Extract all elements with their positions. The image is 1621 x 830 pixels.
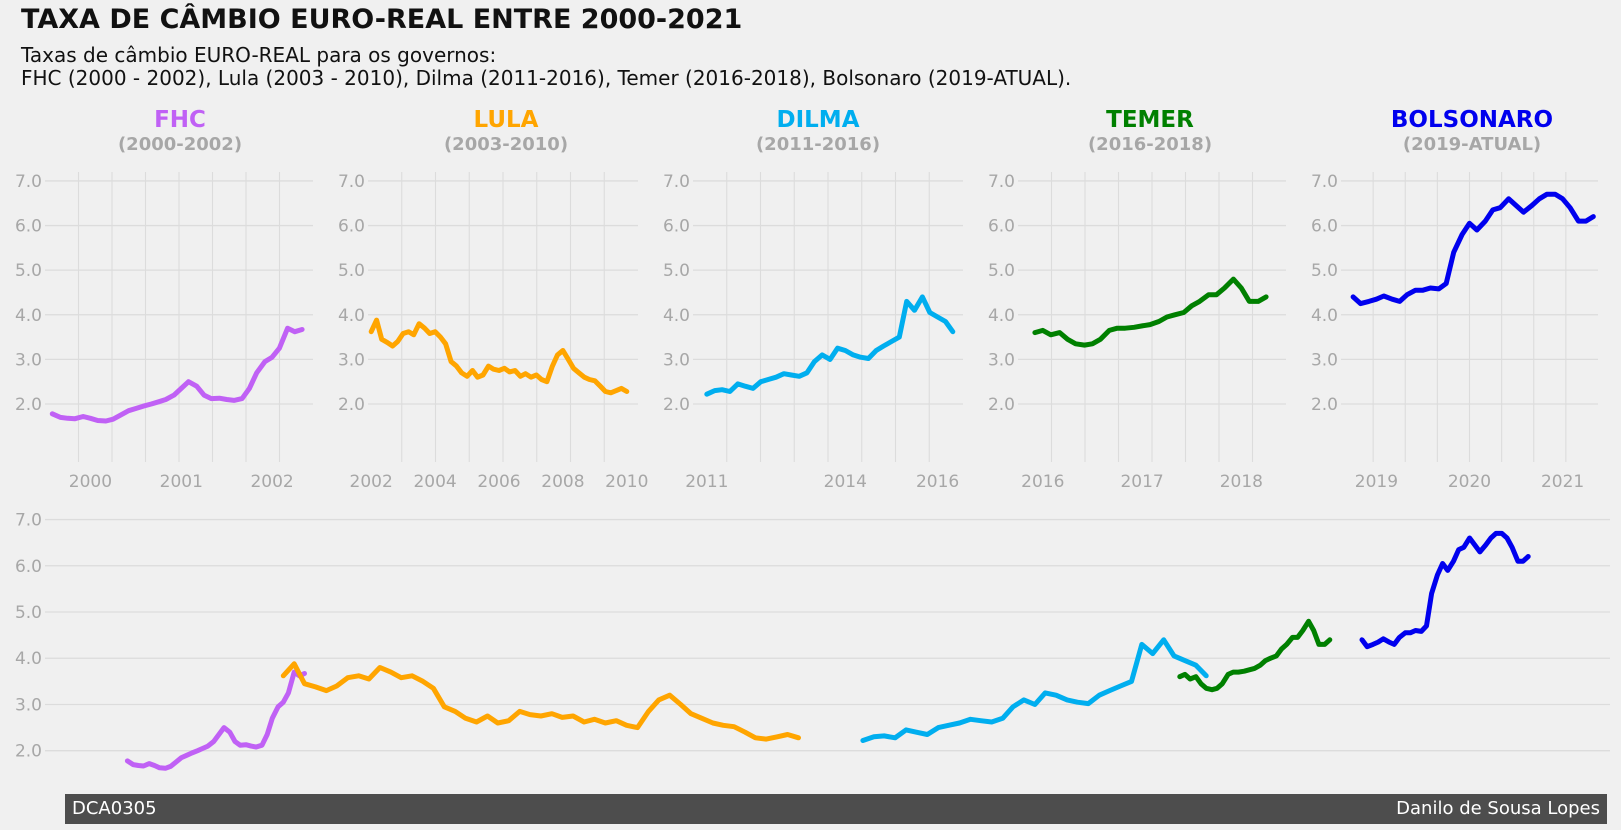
xtick-label: 2017 bbox=[1120, 472, 1163, 492]
ytick-label: 3.0 bbox=[338, 350, 365, 370]
combined-series-line-lula bbox=[280, 661, 801, 742]
ytick-label: 2.0 bbox=[15, 395, 42, 415]
ytick-label: 3.0 bbox=[988, 350, 1015, 370]
panel-period: (2003-2010) bbox=[444, 134, 568, 155]
xtick-label: 2014 bbox=[824, 472, 867, 492]
xtick-label: 2019 bbox=[1355, 472, 1398, 492]
ytick-label: 7.0 bbox=[15, 511, 42, 531]
ytick-label: 7.0 bbox=[1311, 172, 1338, 192]
xtick-label: 2021 bbox=[1541, 472, 1584, 492]
panel-temer: 2.0 3.0 4.0 5.0 6.0 7.0 2016 2017 2018 TEMER(2016… bbox=[988, 107, 1286, 492]
panel-title: FHC bbox=[154, 107, 206, 133]
ytick-label: 3.0 bbox=[15, 350, 42, 370]
combined-series-line-temer bbox=[1177, 618, 1333, 693]
ytick-label: 6.0 bbox=[15, 557, 42, 577]
ytick-label: 5.0 bbox=[15, 261, 42, 281]
chart-title: TAXA DE CÂMBIO EURO-REAL ENTRE 2000-2021 bbox=[21, 4, 743, 35]
xtick-label: 2002 bbox=[350, 472, 393, 492]
xtick-label: 2000 bbox=[69, 472, 112, 492]
series-line-fhc bbox=[49, 325, 305, 424]
panel-title: LULA bbox=[474, 107, 539, 133]
ytick-label: 4.0 bbox=[338, 306, 365, 326]
ytick-label: 6.0 bbox=[1311, 217, 1338, 237]
ytick-label: 4.0 bbox=[988, 306, 1015, 326]
xtick-label: 2016 bbox=[916, 472, 959, 492]
ytick-label: 4.0 bbox=[15, 649, 42, 669]
xtick-label: 2020 bbox=[1448, 472, 1491, 492]
xtick-label: 2001 bbox=[160, 472, 203, 492]
panel-title: TEMER bbox=[1106, 107, 1194, 133]
ytick-label: 3.0 bbox=[663, 350, 690, 370]
ytick-label: 4.0 bbox=[1311, 306, 1338, 326]
xtick-label: 2006 bbox=[477, 472, 520, 492]
combined-series-line-dilma bbox=[860, 637, 1209, 743]
ytick-label: 6.0 bbox=[988, 217, 1015, 237]
panel-period: (2016-2018) bbox=[1088, 134, 1212, 155]
ytick-label: 2.0 bbox=[1311, 395, 1338, 415]
ytick-label: 5.0 bbox=[15, 603, 42, 623]
ytick-label: 2.0 bbox=[663, 395, 690, 415]
panel-lula: 2.0 3.0 4.0 5.0 6.0 7.0 2002 2004 2006 2008 2010 LU… bbox=[338, 107, 648, 492]
chart-subtitle-line-2: FHC (2000 - 2002), Lula (2003 - 2010), D… bbox=[21, 66, 1072, 90]
panel-title: BOLSONARO bbox=[1391, 107, 1553, 133]
ytick-label: 3.0 bbox=[15, 695, 42, 715]
combined-series-line-fhc bbox=[124, 669, 307, 771]
xtick-label: 2018 bbox=[1220, 472, 1263, 492]
ytick-label: 3.0 bbox=[1311, 350, 1338, 370]
ytick-label: 2.0 bbox=[338, 395, 365, 415]
ytick-label: 6.0 bbox=[663, 217, 690, 237]
ytick-label: 7.0 bbox=[15, 172, 42, 192]
ytick-label: 2.0 bbox=[988, 395, 1015, 415]
xtick-label: 2011 bbox=[685, 472, 728, 492]
xtick-label: 2004 bbox=[413, 472, 456, 492]
ytick-label: 4.0 bbox=[15, 306, 42, 326]
ytick-label: 6.0 bbox=[338, 217, 365, 237]
panel-period: (2000-2002) bbox=[118, 134, 242, 155]
panel-period: (2011-2016) bbox=[756, 134, 880, 155]
ytick-label: 7.0 bbox=[663, 172, 690, 192]
ytick-label: 5.0 bbox=[663, 261, 690, 281]
ytick-label: 4.0 bbox=[663, 306, 690, 326]
panel-period: (2019-ATUAL) bbox=[1403, 134, 1541, 155]
panel-combined: 2.0 3.0 4.0 5.0 6.0 7.0 bbox=[15, 511, 1610, 771]
footer-course-code: DCA0305 bbox=[72, 798, 157, 819]
ytick-label: 5.0 bbox=[338, 261, 365, 281]
xtick-label: 2002 bbox=[250, 472, 293, 492]
ytick-label: 6.0 bbox=[15, 217, 42, 237]
panel-dilma: 2.0 3.0 4.0 5.0 6.0 7.0 2011 2014 2016 DILMA(2011… bbox=[663, 107, 963, 492]
footer-bar: DCA0305 Danilo de Sousa Lopes bbox=[65, 794, 1607, 824]
combined-series-line-bolsonaro bbox=[1359, 530, 1531, 650]
series-line-dilma bbox=[704, 294, 956, 397]
chart-subtitle-line-1: Taxas de câmbio EURO-REAL para os govern… bbox=[21, 43, 497, 67]
ytick-label: 7.0 bbox=[338, 172, 365, 192]
ytick-label: 5.0 bbox=[988, 261, 1015, 281]
series-line-temer bbox=[1032, 276, 1269, 348]
footer-author: Danilo de Sousa Lopes bbox=[1396, 798, 1600, 819]
ytick-label: 5.0 bbox=[1311, 261, 1338, 281]
panel-fhc: 2.0 3.0 4.0 5.0 6.0 7.0 2000 2001 2002 FHC(2000-2… bbox=[15, 107, 313, 492]
xtick-label: 2016 bbox=[1021, 472, 1064, 492]
ytick-label: 2.0 bbox=[15, 742, 42, 762]
series-line-lula bbox=[368, 317, 630, 396]
xtick-label: 2008 bbox=[541, 472, 584, 492]
panel-bolsonaro: 2.0 3.0 4.0 5.0 6.0 7.0 2019 2020 2021 BOLSONARO(… bbox=[1311, 107, 1598, 492]
panel-title: DILMA bbox=[777, 107, 860, 133]
ytick-label: 7.0 bbox=[988, 172, 1015, 192]
series-line-bolsonaro bbox=[1350, 191, 1596, 307]
xtick-label: 2010 bbox=[605, 472, 648, 492]
